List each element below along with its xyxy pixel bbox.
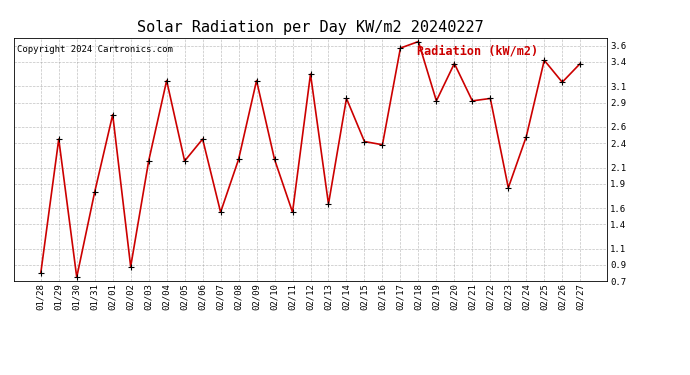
Title: Solar Radiation per Day KW/m2 20240227: Solar Radiation per Day KW/m2 20240227 bbox=[137, 20, 484, 35]
Text: Radiation (kW/m2): Radiation (kW/m2) bbox=[417, 45, 538, 58]
Text: Copyright 2024 Cartronics.com: Copyright 2024 Cartronics.com bbox=[17, 45, 172, 54]
